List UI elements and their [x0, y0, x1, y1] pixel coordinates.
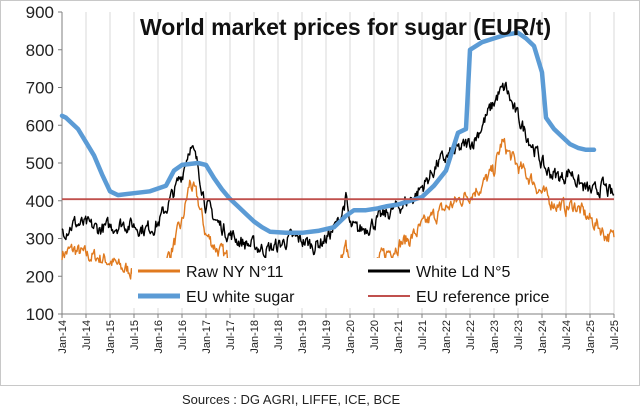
y-tick-label: 600 [26, 116, 54, 135]
legend-background [132, 258, 562, 308]
x-tick-label: Jul-22 [465, 320, 477, 350]
x-tick-label: Jan-25 [585, 320, 597, 354]
x-tick-label: Jan-15 [105, 320, 117, 354]
x-tick-label: Jan-23 [489, 320, 501, 354]
x-tick-label: Jan-22 [441, 320, 453, 354]
x-tick-label: Jan-16 [153, 320, 165, 354]
x-tick-label: Jan-14 [57, 320, 69, 354]
y-tick-label: 400 [26, 192, 54, 211]
x-tick-label: Jan-24 [537, 320, 549, 354]
x-tick-label: Jul-21 [417, 320, 429, 350]
x-tick-label: Jul-18 [273, 320, 285, 350]
y-tick-label: 100 [26, 305, 54, 324]
legend-label: White Ld N°5 [416, 264, 511, 281]
y-tick-label: 200 [26, 267, 54, 286]
y-tick-label: 900 [26, 3, 54, 22]
series-white-ld5 [61, 81, 615, 261]
x-tick-label: Jul-23 [513, 320, 525, 350]
x-tick-label: Jul-17 [225, 320, 237, 350]
x-tick-label: Jan-18 [249, 320, 261, 354]
x-tick-label: Jul-16 [177, 320, 189, 350]
x-tick-label: Jul-14 [81, 320, 93, 350]
x-tick-label: Jul-15 [129, 320, 141, 350]
x-tick-label: Jan-21 [393, 320, 405, 354]
y-tick-label: 700 [26, 79, 54, 98]
x-tick-label: Jul-24 [561, 320, 573, 350]
x-tick-label: Jul-19 [321, 320, 333, 350]
legend-label: Raw NY N°11 [186, 264, 284, 281]
y-tick-label: 300 [26, 230, 54, 249]
x-tick-label: Jan-17 [201, 320, 213, 354]
x-tick-label: Jan-20 [345, 320, 357, 354]
chart-title: World market prices for sugar (EUR/t) [140, 14, 552, 40]
source-note: Sources : DG AGRI, LIFFE, ICE, BCE [182, 392, 401, 407]
x-tick-label: Jul-25 [609, 320, 621, 350]
y-tick-label: 800 [26, 41, 54, 60]
y-tick-label: 500 [26, 154, 54, 173]
series-eu-white-sugar [59, 30, 597, 236]
x-tick-label: Jan-19 [297, 320, 309, 354]
legend-label: EU white sugar [186, 289, 295, 306]
x-tick-label: Jul-20 [369, 320, 381, 350]
legend-label: EU reference price [416, 289, 549, 306]
